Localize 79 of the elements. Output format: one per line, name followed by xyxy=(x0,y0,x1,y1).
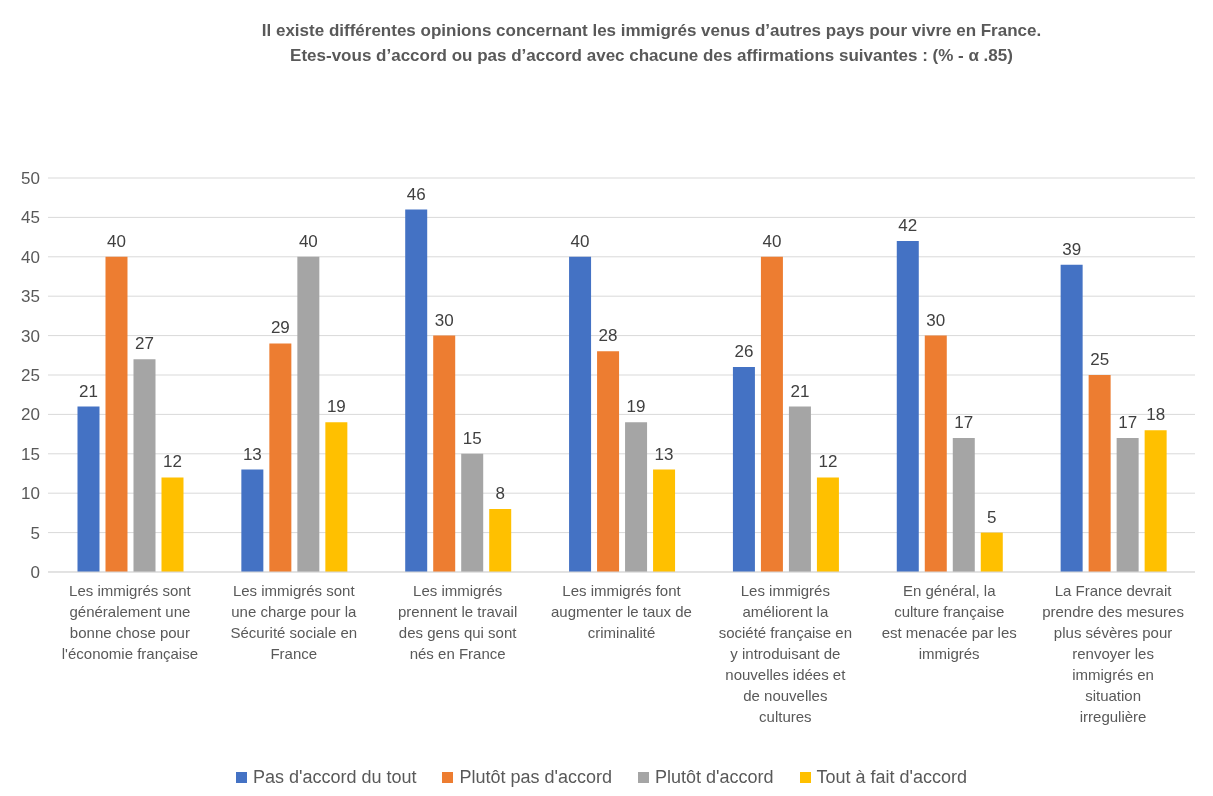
bar xyxy=(297,256,320,572)
data-label: 39 xyxy=(1062,239,1082,259)
data-label: 21 xyxy=(79,381,98,401)
bar xyxy=(105,256,128,572)
bar xyxy=(569,256,592,572)
data-label: 26 xyxy=(734,342,754,362)
x-tick-label: Les immigrés sont une charge pour la Sécurité sociale en France xyxy=(230,582,358,662)
data-label: 40 xyxy=(107,231,126,251)
data-label: 19 xyxy=(326,397,346,417)
y-tick-label: 30 xyxy=(21,326,40,346)
data-label: 17 xyxy=(1118,413,1138,433)
bar xyxy=(405,209,428,572)
data-label: 8 xyxy=(495,483,505,503)
bar xyxy=(325,422,348,572)
y-tick-label: 50 xyxy=(21,169,40,189)
data-label: 21 xyxy=(790,381,810,401)
data-label: 12 xyxy=(818,452,838,472)
data-label: 46 xyxy=(406,184,426,204)
data-label: 29 xyxy=(270,318,290,338)
y-tick-label: 10 xyxy=(21,484,40,504)
data-label: 40 xyxy=(570,231,590,251)
data-label: 25 xyxy=(1090,350,1110,369)
bar xyxy=(433,335,456,572)
data-label: 12 xyxy=(163,452,182,472)
bar xyxy=(241,469,264,572)
y-tick-label: 35 xyxy=(21,287,40,307)
data-label: 40 xyxy=(298,231,318,251)
y-tick-label: 45 xyxy=(21,208,40,228)
data-label: 42 xyxy=(898,216,918,236)
bar xyxy=(269,343,292,572)
data-label: 27 xyxy=(135,334,154,354)
bar xyxy=(760,256,783,572)
bar xyxy=(461,453,484,572)
y-tick-label: 40 xyxy=(21,247,40,267)
legend-label: Plutôt d'accord xyxy=(655,767,774,788)
y-tick-label: 0 xyxy=(30,563,40,583)
bar xyxy=(980,532,1003,572)
bar xyxy=(816,477,839,572)
bar xyxy=(924,335,947,572)
bar xyxy=(133,359,156,572)
chart-title: Il existe différentes opinions concernant les immigrés venus d’autres pays pour vivre en France. Etes-vous d’accord ou pas d’accord avec chacune des affirmations suivantes : (% - α .85) xyxy=(260,20,1043,67)
bar xyxy=(597,351,620,572)
bar xyxy=(1144,430,1167,572)
legend-label: Tout à fait d'accord xyxy=(816,767,968,788)
x-tick-label: La France devrait prendre des mesures plus sévères pour renvoyer les immigrés en situation irregulière xyxy=(1042,582,1184,725)
data-label: 30 xyxy=(434,310,454,330)
x-tick-label: Les immigrés sont généralement une bonne chose pour l'économie française xyxy=(61,582,199,662)
bar xyxy=(952,438,975,572)
y-tick-label: 15 xyxy=(21,444,40,464)
legend-label: Pas d'accord du tout xyxy=(252,767,417,788)
bar xyxy=(1116,438,1139,572)
y-tick-label: 20 xyxy=(21,405,40,425)
data-label: 13 xyxy=(654,444,674,464)
data-label: 28 xyxy=(598,326,618,346)
bar xyxy=(788,406,811,572)
data-label: 13 xyxy=(242,444,262,464)
data-label: 18 xyxy=(1146,405,1166,425)
x-tick-label: Les immigrés améliorent la société française en y introduisant de nouvelles idées et de nouvelles cultures xyxy=(718,582,853,725)
x-tick-label: En général, la culture française est menacée par les immigrés xyxy=(881,582,1017,662)
data-label: 30 xyxy=(926,310,946,330)
x-tick-label: Les immigrés prennent le travail des gens qui sont nés en France xyxy=(398,582,518,662)
bar xyxy=(1088,375,1111,572)
data-label: 40 xyxy=(762,231,782,251)
data-label: 5 xyxy=(987,507,997,527)
data-label: 19 xyxy=(626,397,646,417)
bar xyxy=(653,469,676,572)
bar xyxy=(625,422,648,572)
bar xyxy=(732,367,755,572)
bar xyxy=(77,406,100,572)
y-tick-label: 25 xyxy=(21,366,40,386)
x-tick-label: Les immigrés font augmenter le taux de criminalité xyxy=(551,582,692,641)
data-label: 17 xyxy=(954,413,974,433)
bar xyxy=(161,477,184,572)
bar xyxy=(1060,264,1083,572)
y-tick-label: 5 xyxy=(30,523,40,543)
bar xyxy=(896,241,919,572)
bar xyxy=(489,508,512,572)
data-label: 15 xyxy=(462,428,482,448)
legend-label: Plutôt pas d'accord xyxy=(459,767,613,788)
